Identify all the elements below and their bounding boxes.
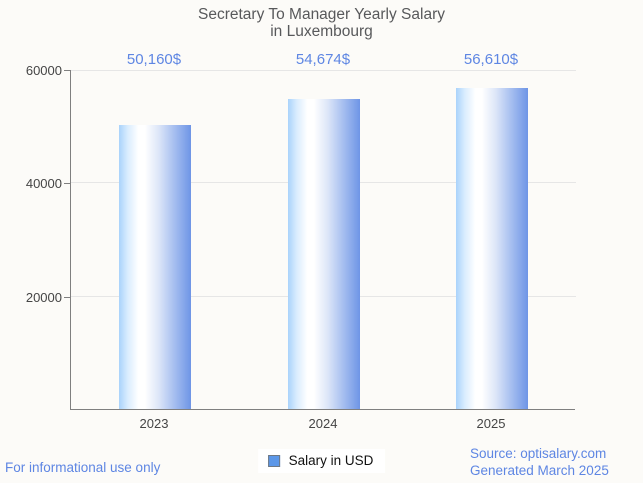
y-tick-label: 60000 bbox=[25, 63, 62, 78]
informational-note: For informational use only bbox=[5, 460, 161, 475]
y-tick-mark bbox=[64, 296, 70, 298]
bar-value-label-2023: 50,160$ bbox=[126, 51, 182, 68]
bar-value-label-2025: 56,610$ bbox=[463, 51, 519, 68]
source-attribution: Source: optisalary.com Generated March 2… bbox=[470, 445, 609, 479]
legend: Salary in USD bbox=[257, 449, 386, 473]
x-category-label-2024: 2024 bbox=[308, 416, 338, 431]
bar-2023[interactable] bbox=[119, 125, 191, 409]
chart-title: Secretary To Manager Yearly Salary in Lu… bbox=[0, 6, 643, 40]
bar-value-label-2024: 54,674$ bbox=[295, 51, 351, 68]
bar-2025[interactable] bbox=[456, 88, 528, 409]
gridline-60000 bbox=[71, 70, 576, 71]
x-category-label-2025: 2025 bbox=[476, 416, 506, 431]
y-tick-mark bbox=[64, 183, 70, 185]
generated-line: Generated March 2025 bbox=[470, 463, 609, 478]
chart-title-line1: Secretary To Manager Yearly Salary bbox=[198, 6, 445, 23]
source-line: Source: optisalary.com bbox=[470, 446, 607, 461]
legend-swatch-icon bbox=[267, 455, 280, 467]
y-tick-label: 40000 bbox=[25, 176, 62, 192]
plot-area bbox=[70, 70, 576, 410]
x-category-label-2023: 2023 bbox=[139, 416, 169, 431]
bar-2024[interactable] bbox=[288, 99, 360, 409]
legend-label: Salary in USD bbox=[288, 453, 374, 468]
y-tick-label: 20000 bbox=[25, 289, 62, 305]
y-tick-mark bbox=[64, 70, 70, 71]
chart-title-line2: in Luxembourg bbox=[270, 23, 373, 40]
